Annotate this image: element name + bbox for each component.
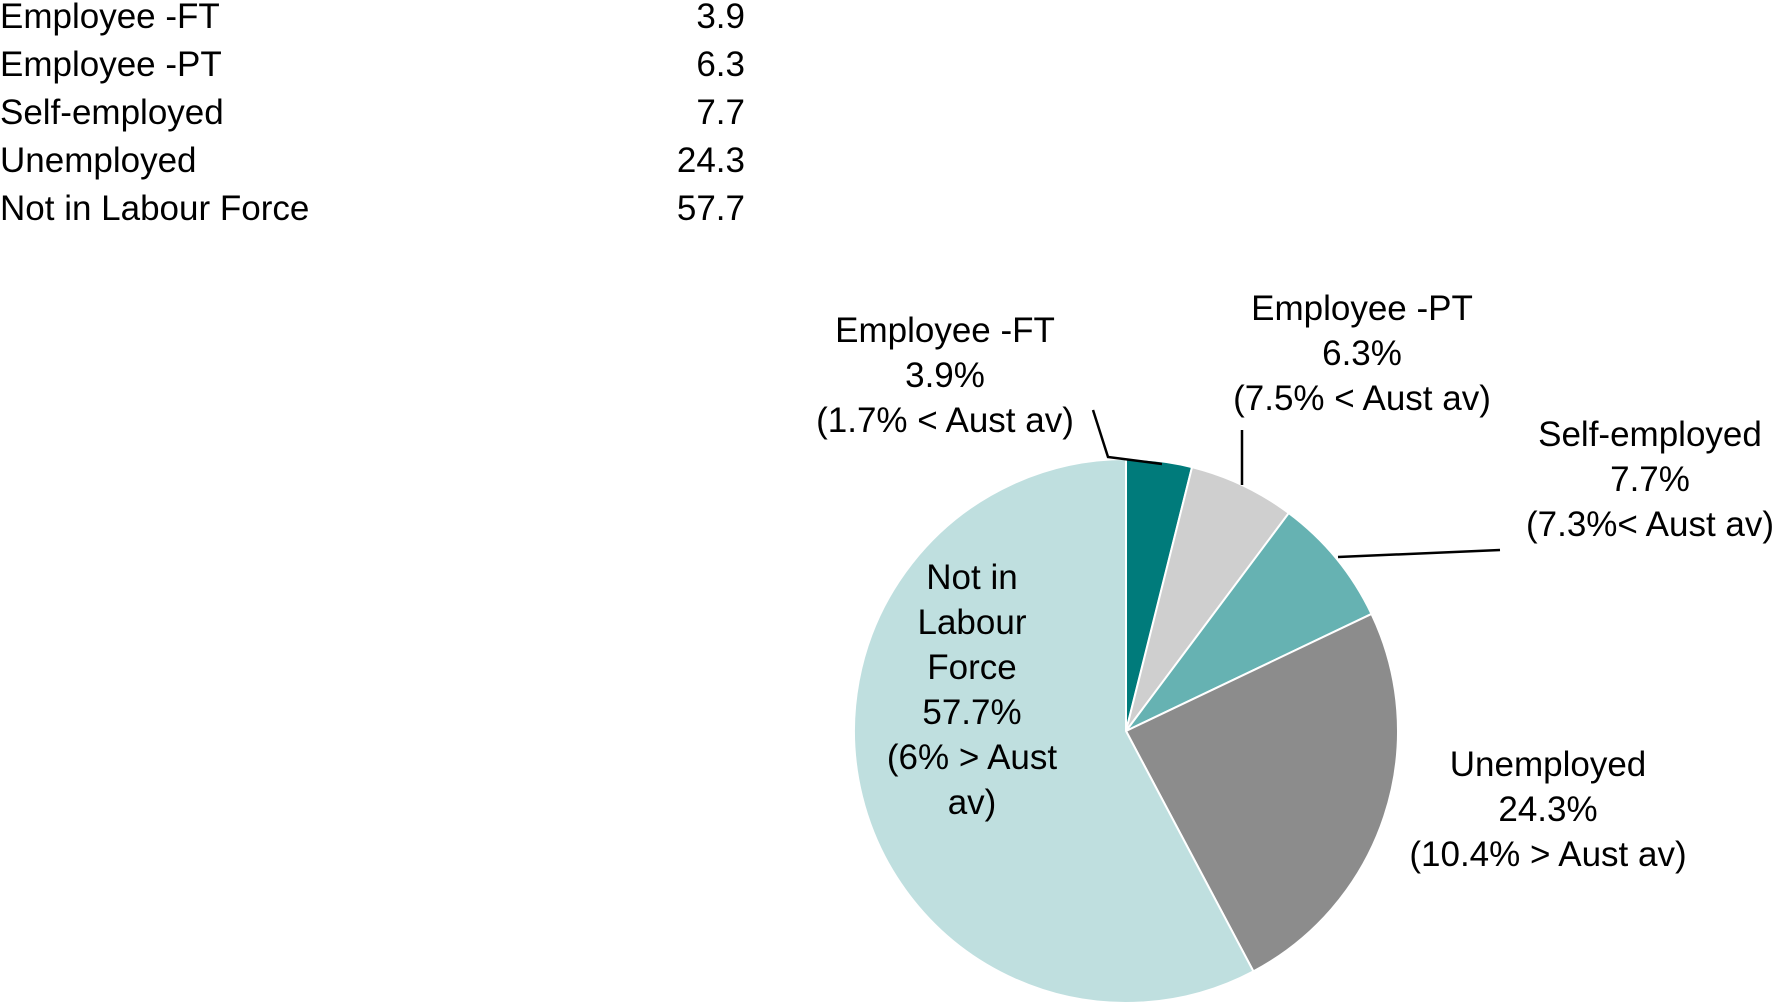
table-row: Not in Labour Force 57.7 <box>0 189 745 240</box>
table-row: Employee -PT 6.3 <box>0 45 745 96</box>
row-label: Self-employed <box>0 93 224 132</box>
table-row: Self-employed 7.7 <box>0 93 745 144</box>
row-value: 6.3 <box>696 45 745 84</box>
slice-unemployed <box>1124 612 1399 973</box>
table-row: Employee -FT 3.9 <box>0 0 745 48</box>
row-value: 7.7 <box>696 93 745 132</box>
table-row: Unemployed 24.3 <box>0 141 745 192</box>
row-label: Unemployed <box>0 141 197 180</box>
row-label: Employee -PT <box>0 45 222 84</box>
data-label-self-employed: Self-employed 7.7% (7.3%< Aust av) <box>1526 415 1774 544</box>
row-value: 24.3 <box>676 141 745 180</box>
slice-not-in-labour-force <box>853 457 1255 1004</box>
row-label: Not in Labour Force <box>0 189 310 228</box>
data-label-unemployed: Unemployed 24.3% (10.4% > Aust av) <box>1409 745 1686 874</box>
row-label: Employee -FT <box>0 0 220 36</box>
leader-line-employee-ft <box>1091 409 1163 466</box>
row-value: 57.7 <box>676 189 745 228</box>
row-value: 3.9 <box>696 0 745 36</box>
data-table: Employee -FT 3.9 Employee -PT 6.3 Self-e… <box>0 0 745 240</box>
leader-line-self-employed <box>1337 548 1501 559</box>
slice-self-employed <box>1125 511 1373 732</box>
data-label-employee-pt: Employee -PT 6.3% (7.5% < Aust av) <box>1233 289 1491 418</box>
data-label-not-in-labour-force: Not in Labour Force 57.7% (6% > Aust av) <box>887 558 1058 822</box>
data-label-employee-ft: Employee -FT 3.9% (1.7% < Aust av) <box>816 311 1074 440</box>
